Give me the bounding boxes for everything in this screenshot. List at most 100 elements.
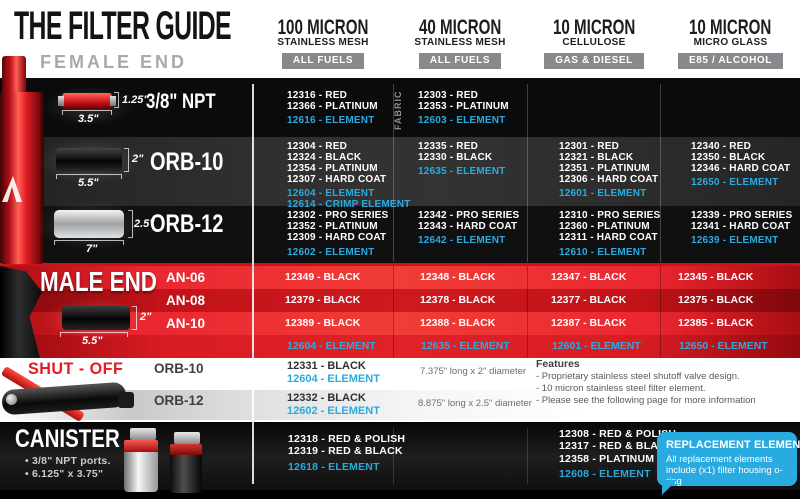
column-media-label: MICRO GLASS bbox=[693, 37, 768, 48]
elements-list: 12601 - ELEMENT bbox=[559, 188, 658, 199]
part-number-line: 12310 - PRO SERIES bbox=[559, 210, 661, 221]
bottom-black-strip bbox=[0, 490, 800, 499]
parts-cell-an08-100micron: 12379 - BLACK bbox=[285, 294, 361, 306]
part-number-line: - Proprietary stainless steel shutoff va… bbox=[536, 371, 740, 382]
elements-list: 12618 - ELEMENT bbox=[288, 461, 405, 473]
male-end-stripe-an08 bbox=[0, 289, 800, 312]
orb12-filter-photo bbox=[54, 210, 124, 238]
part-number-line: 12352 - PLATINUM bbox=[287, 221, 378, 233]
page-subtitle: FEMALE END bbox=[40, 52, 187, 72]
part-number-line: 12642 - ELEMENT bbox=[418, 235, 506, 247]
part-number-line: 12303 - RED bbox=[418, 90, 479, 101]
parts-list: 12316 - RED 12366 - PLATINUM bbox=[287, 90, 378, 112]
parts-cell-orb12-glass: 12339 - PRO SERIES 12341 - HARD COAT 1263… bbox=[691, 210, 792, 247]
part-number-line: 12301 - RED bbox=[559, 141, 620, 152]
column-divider bbox=[660, 266, 661, 358]
parts-cell-orb12-100micron: 12302 - PRO SERIES 12352 - PLATINUM 12309 … bbox=[287, 210, 388, 258]
parts-list: 12335 - RED 12330 - BLACK bbox=[418, 141, 505, 163]
column-divider bbox=[393, 84, 394, 262]
elements-list: 12642 - ELEMENT bbox=[418, 235, 519, 246]
part-number-line: 12330 - BLACK bbox=[418, 152, 493, 163]
column-media-label: STAINLESS MESH bbox=[414, 37, 506, 48]
part-number-line: 12618 - ELEMENT bbox=[288, 460, 380, 473]
part-number-line: • 3/8" NPT ports. bbox=[25, 455, 111, 467]
part-number-line: 12318 - RED & POLISH bbox=[288, 433, 406, 445]
column-header-10-micron-cellulose: 10 MICRON CELLULOSE GAS & DIESEL bbox=[527, 16, 661, 69]
dimension-line bbox=[124, 148, 129, 172]
elements-list: 12608 - ELEMENT bbox=[559, 468, 676, 480]
male-length-dim: 5.5" bbox=[82, 335, 103, 347]
orb12-length-dim: 7" bbox=[86, 243, 98, 255]
part-number-line: 12604 - ELEMENT bbox=[287, 188, 375, 199]
elements-list: 12635 - ELEMENT bbox=[418, 166, 505, 177]
element-cell-cellulose: 12601 - ELEMENT bbox=[552, 340, 641, 352]
part-shutoff-orb10: 12331 - BLACK bbox=[287, 360, 366, 372]
dimension-line bbox=[128, 210, 133, 238]
part-number-line: 12341 - HARD COAT bbox=[691, 221, 791, 233]
parts-list: 12301 - RED 12321 - BLACK 12351 - PLATINUM… bbox=[559, 141, 658, 185]
parts-cell-npt-100micron: 12316 - RED 12366 - PLATINUM 12616 - ELEM… bbox=[287, 90, 378, 127]
parts-cell-an08-glass: 12375 - BLACK bbox=[678, 294, 754, 306]
male-end-title: MALE END bbox=[40, 266, 157, 297]
part-number-line: 12616 - ELEMENT bbox=[287, 115, 375, 127]
part-number-line: 12358 - PLATINUM bbox=[559, 452, 655, 465]
parts-cell-an10-40micron: 12388 - BLACK bbox=[420, 317, 496, 329]
part-number-line: 12306 - HARD COAT bbox=[559, 174, 659, 185]
canister-chrome-cap bbox=[124, 440, 158, 452]
parts-cell-orb10-glass: 12340 - RED 12350 - BLACK 12346 - HARD COA… bbox=[691, 141, 790, 188]
male-end-section-background bbox=[0, 263, 800, 358]
fuel-badge: GAS & DIESEL bbox=[544, 53, 644, 69]
part-number-line: 12354 - PLATINUM bbox=[287, 163, 378, 174]
canister-chrome-photo bbox=[124, 452, 158, 492]
parts-cell-orb10-40micron: 12335 - RED 12330 - BLACK 12635 - ELEMENT bbox=[418, 141, 505, 177]
parts-list: 12302 - PRO SERIES 12352 - PLATINUM 12309 … bbox=[287, 210, 388, 244]
part-number-line: 12342 - PRO SERIES bbox=[418, 210, 520, 221]
row-label-an10: AN-10 bbox=[166, 316, 206, 331]
part-number-line: 12650 - ELEMENT bbox=[691, 177, 779, 188]
parts-list: 12310 - PRO SERIES 12360 - PLATINUM 12311 … bbox=[559, 210, 660, 244]
part-number-line: 12319 - RED & BLACK bbox=[288, 445, 403, 458]
part-number-line: 12346 - HARD COAT bbox=[691, 163, 791, 174]
parts-cell-orb10-100micron: 12304 - RED 12324 - BLACK 12354 - PLATINUM… bbox=[287, 141, 411, 210]
element-cell-100micron: 12604 - ELEMENT bbox=[287, 340, 376, 352]
part-number-line: 12302 - PRO SERIES bbox=[287, 210, 389, 221]
column-header-40-micron: 40 MICRON STAINLESS MESH ALL FUELS bbox=[393, 16, 527, 69]
parts-list: 12304 - RED 12324 - BLACK 12354 - PLATINUM… bbox=[287, 141, 411, 185]
size-note-orb12: 8.875" long x 2.5" diameter bbox=[418, 398, 532, 409]
dimension-line bbox=[54, 240, 124, 245]
male-end-stripe-an06 bbox=[0, 266, 800, 289]
parts-cell-an10-cellulose: 12387 - BLACK bbox=[551, 317, 627, 329]
canister-specs: • 3/8" NPT ports. • 6.125" x 3.75" bbox=[25, 455, 111, 481]
part-number-line: 12635 - ELEMENT bbox=[418, 166, 506, 177]
part-number-line: 12335 - RED bbox=[418, 141, 479, 152]
male-height-dim: 2" bbox=[140, 311, 152, 323]
dimension-line bbox=[60, 332, 128, 337]
parts-list: 12340 - RED 12350 - BLACK 12346 - HARD COA… bbox=[691, 141, 790, 174]
canister-bracket-photo bbox=[174, 432, 200, 444]
column-media-label: CELLULOSE bbox=[562, 37, 626, 48]
page-title: THE FILTER GUIDE bbox=[14, 4, 232, 48]
shut-off-title: SHUT - OFF bbox=[28, 359, 124, 378]
shutoff-valve-fitting bbox=[118, 392, 134, 408]
callout-title: REPLACEMENT ELEMENTS bbox=[666, 439, 800, 451]
canister-black-photo bbox=[170, 455, 202, 493]
part-number-line: 12340 - RED bbox=[691, 141, 752, 152]
fuel-badge: E85 / ALCOHOL bbox=[678, 53, 783, 69]
parts-cell-orb10-cellulose: 12301 - RED 12321 - BLACK 12351 - PLATINUM… bbox=[559, 141, 658, 199]
part-number-line: 12639 - ELEMENT bbox=[691, 235, 779, 247]
canister-bracket-photo bbox=[130, 428, 156, 440]
callout-body: All replacement elements include (x1) fi… bbox=[666, 454, 783, 487]
npt-length-dim: 3.5" bbox=[78, 113, 99, 125]
parts-cell-an10-100micron: 12389 - BLACK bbox=[285, 317, 361, 329]
parts-cell-an08-40micron: 12378 - BLACK bbox=[420, 294, 496, 306]
parts-cell-an08-cellulose: 12377 - BLACK bbox=[551, 294, 627, 306]
part-number-line: 12343 - HARD COAT bbox=[418, 221, 518, 233]
row-label-orb10: ORB-10 bbox=[150, 148, 224, 176]
part-number-line: 12309 - HARD COAT bbox=[287, 232, 387, 244]
features-title: Features bbox=[536, 358, 580, 370]
part-number-line: 12602 - ELEMENT bbox=[287, 246, 375, 258]
male-end-stripe-elements bbox=[0, 335, 800, 358]
column-divider bbox=[393, 266, 394, 358]
male-end-stripe-an10 bbox=[0, 312, 800, 335]
parts-cell-an06-100micron: 12349 - BLACK bbox=[285, 271, 361, 283]
